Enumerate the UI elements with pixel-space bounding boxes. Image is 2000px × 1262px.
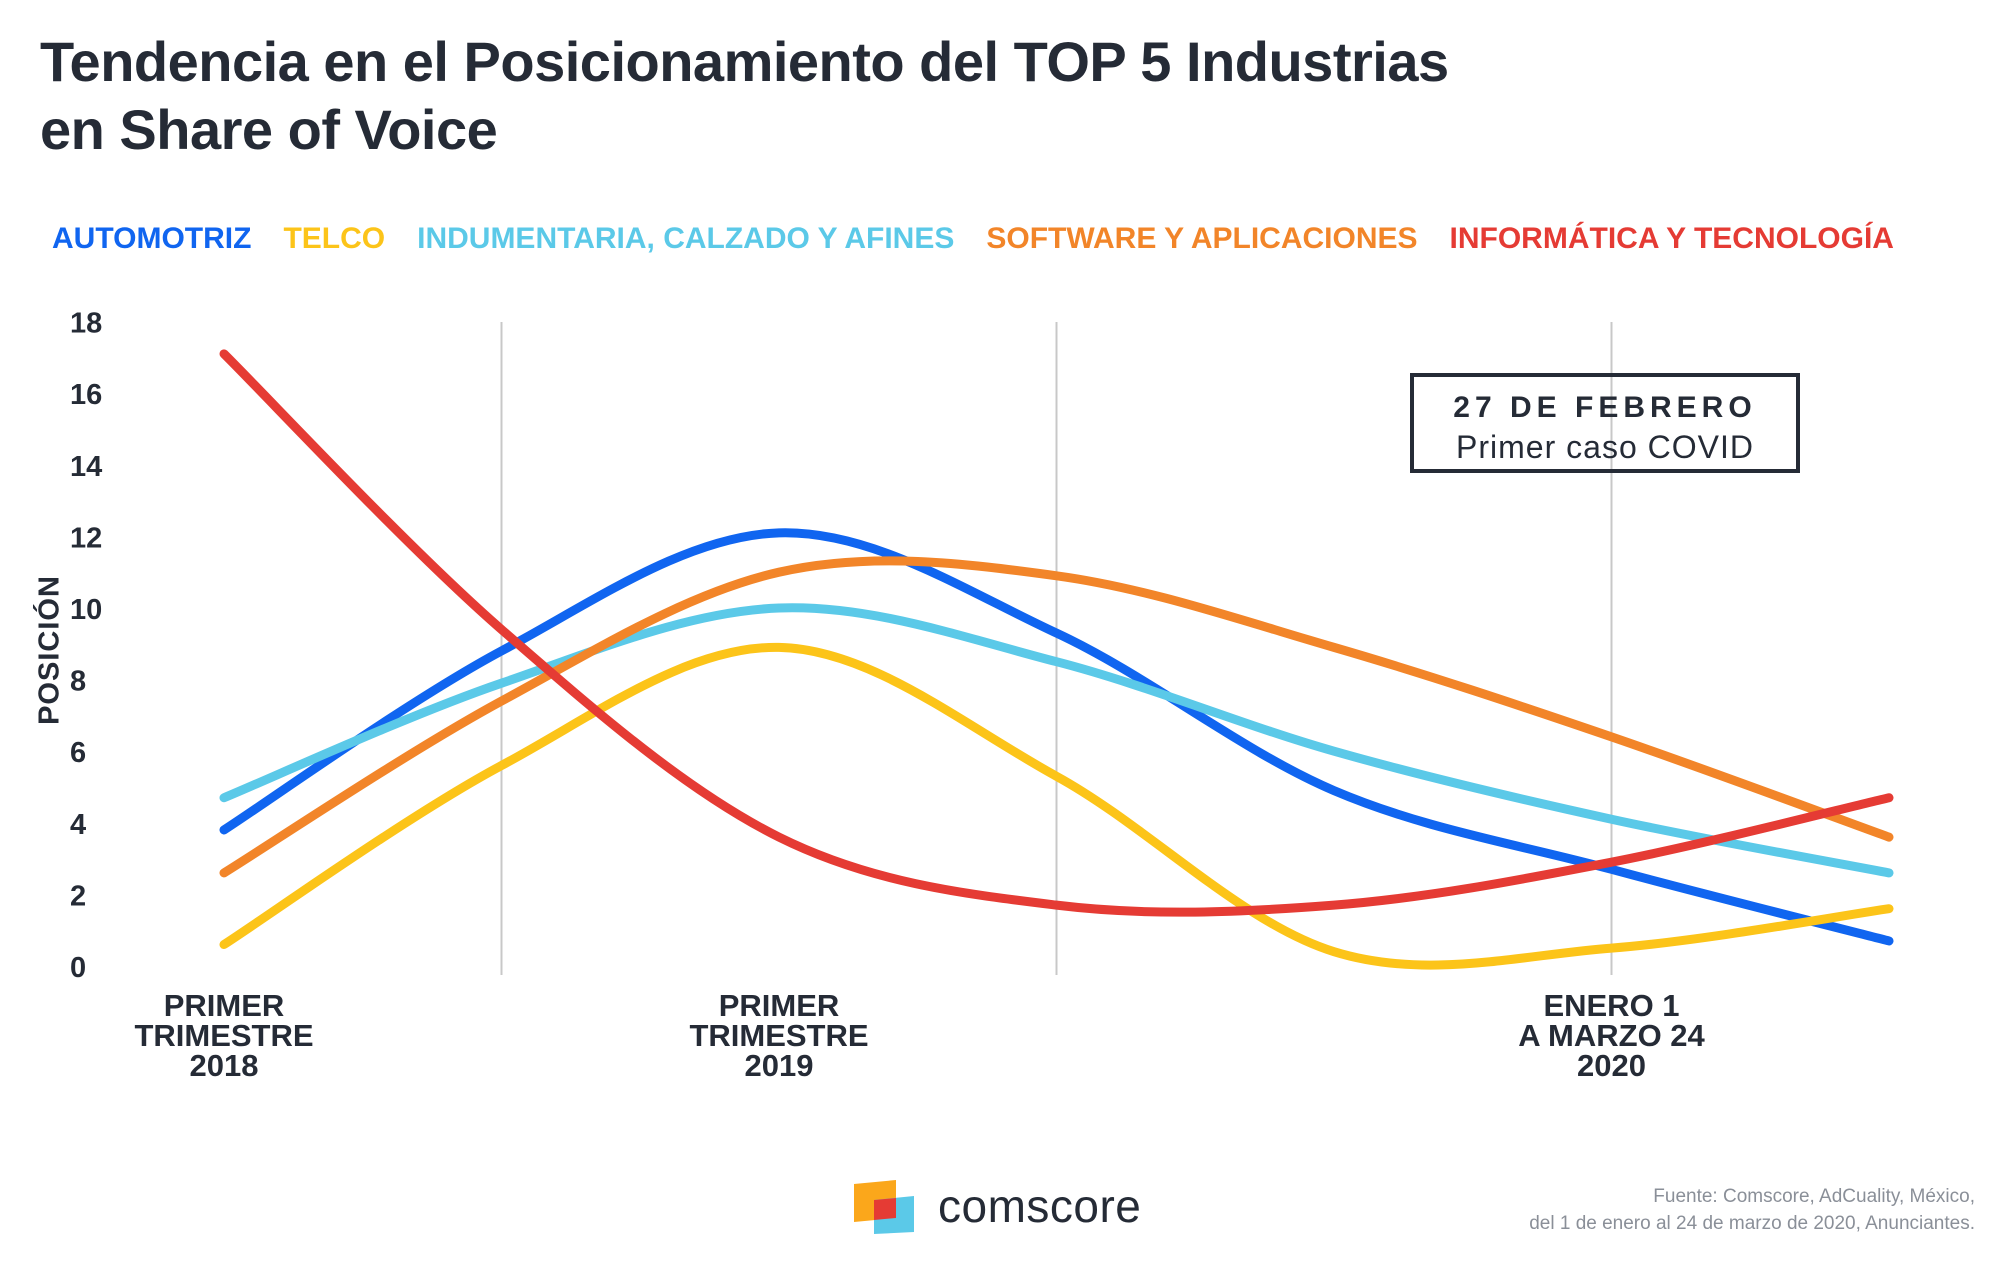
covid-annotation-box: 27 DE FEBRERO Primer caso COVID <box>1410 373 1800 473</box>
comscore-wordmark: comscore <box>938 1180 1142 1232</box>
y-tick-label: 4 <box>70 809 86 841</box>
y-tick-label: 18 <box>70 308 102 340</box>
chart-title: Tendencia en el Posicionamiento del TOP … <box>40 28 1449 164</box>
y-tick-label: 12 <box>70 522 102 554</box>
source-line-2: del 1 de enero al 24 de marzo de 2020, A… <box>1529 1213 1975 1234</box>
y-tick-label: 10 <box>70 594 102 626</box>
x-tick-label: 2018 <box>190 1048 259 1083</box>
annotation-subtitle: Primer caso COVID <box>1456 429 1754 465</box>
y-tick-label: 6 <box>70 737 86 769</box>
series-line-informatica <box>219 349 1894 917</box>
legend-item-telco: TELCO <box>283 222 386 255</box>
series-line-automotriz <box>219 528 1894 946</box>
y-tick-label: 0 <box>70 952 86 984</box>
y-tick-label: 16 <box>70 379 102 411</box>
source-line-1: Fuente: Comscore, AdCuality, México, <box>1653 1186 1975 1207</box>
series-line-software <box>219 556 1894 878</box>
x-tick-label: ENERO 1 <box>1543 988 1679 1023</box>
x-tick-label: 2020 <box>1577 1048 1646 1083</box>
comscore-logo: comscore <box>852 1178 1141 1234</box>
legend: AUTOMOTRIZ TELCO INDUMENTARIA, CALZADO Y A… <box>52 222 1894 256</box>
legend-item-software: SOFTWARE Y APLICACIONES <box>986 222 1418 255</box>
y-tick-label: 8 <box>70 666 86 698</box>
x-tick-label: 2019 <box>745 1048 814 1083</box>
series-line-telco <box>219 642 1894 970</box>
chart-title-line-2: en Share of Voice <box>40 98 498 161</box>
y-tick-label: 14 <box>70 451 102 483</box>
legend-item-automotriz: AUTOMOTRIZ <box>52 222 252 255</box>
comscore-logo-icon <box>854 1180 914 1234</box>
y-tick-label: 2 <box>70 880 86 912</box>
x-tick-label: A MARZO 24 <box>1518 1018 1705 1053</box>
x-tick-label: TRIMESTRE <box>689 1018 868 1053</box>
legend-item-indumentaria: INDUMENTARIA, CALZADO Y AFINES <box>417 222 955 255</box>
x-tick-label: PRIMER <box>164 988 285 1023</box>
annotation-title: 27 DE FEBRERO <box>1453 391 1757 424</box>
chart-title-line-1: Tendencia en el Posicionamiento del TOP … <box>40 30 1449 93</box>
series-line-indumentaria <box>219 603 1894 878</box>
source-note: Fuente: Comscore, AdCuality, México, del… <box>1529 1183 1975 1237</box>
x-tick-label: PRIMER <box>719 988 840 1023</box>
legend-item-informatica: INFORMÁTICA Y TECNOLOGÍA <box>1449 222 1894 255</box>
x-tick-label: TRIMESTRE <box>134 1018 313 1053</box>
